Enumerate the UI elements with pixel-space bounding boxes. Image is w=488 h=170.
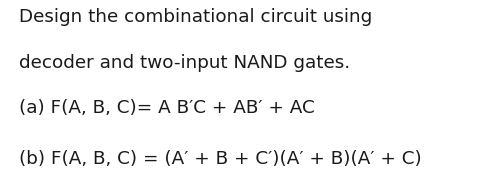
Text: decoder and two-input NAND gates.: decoder and two-input NAND gates. bbox=[19, 54, 349, 72]
Text: (b) F(A, B, C) = (A′ + B + C′)(A′ + B)(A′ + C): (b) F(A, B, C) = (A′ + B + C′)(A′ + B)(A… bbox=[19, 150, 421, 168]
Text: (a) F(A, B, C)= A B′C + AB′ + AC: (a) F(A, B, C)= A B′C + AB′ + AC bbox=[19, 99, 314, 117]
Text: Design the combinational circuit using: Design the combinational circuit using bbox=[19, 8, 371, 26]
